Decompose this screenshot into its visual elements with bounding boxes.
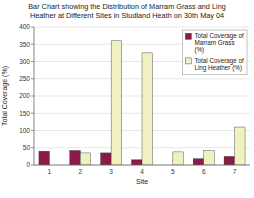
y-tick-label: 400: [19, 23, 30, 30]
x-tick-label: 7: [233, 168, 237, 175]
bar: [39, 151, 49, 165]
bar: [132, 160, 142, 165]
y-tick-label: 50: [23, 144, 31, 151]
bar: [193, 159, 203, 165]
y-tick-label: 150: [19, 110, 30, 117]
y-tick: [31, 165, 34, 166]
x-tick-label: 6: [202, 168, 206, 175]
y-axis: [34, 27, 35, 165]
x-tick-label: 2: [78, 168, 82, 175]
y-tick: [31, 27, 34, 28]
chart: Bar Chart showing the Distribution of Ma…: [0, 0, 254, 198]
bar: [224, 156, 234, 165]
grid-line: [34, 165, 250, 166]
y-tick-label: 0: [26, 161, 30, 168]
y-tick: [31, 61, 34, 62]
legend-swatch: [185, 33, 191, 39]
legend: Total Coverage ofMarram Grass(%) Total Co…: [182, 30, 247, 75]
y-tick-label: 300: [19, 58, 30, 65]
legend-frame: [182, 30, 247, 75]
y-tick: [31, 44, 34, 45]
bar: [111, 41, 121, 165]
x-tick-label: 1: [48, 168, 52, 175]
x-tick-label: 4: [140, 168, 144, 175]
x-tick-label: 5: [171, 168, 175, 175]
y-tick: [31, 96, 34, 97]
y-axis-label: Total Coverage (%): [1, 66, 9, 126]
y-tick: [31, 130, 34, 131]
bar: [204, 151, 214, 165]
legend-label: Total Coverage ofLing Heather (%): [194, 57, 244, 72]
y-tick-label: 250: [19, 75, 30, 82]
y-tick: [31, 147, 34, 148]
bar: [80, 153, 90, 165]
bar: [235, 127, 245, 165]
x-axis-label: Site: [136, 178, 148, 185]
grid: [34, 27, 250, 165]
y-tick-label: 350: [19, 41, 30, 48]
legend-label: Total Coverage ofMarram Grass(%): [194, 32, 244, 54]
bar: [101, 153, 111, 165]
grid-line: [34, 27, 250, 28]
y-tick-label: 100: [19, 127, 30, 134]
x-axis: [34, 165, 250, 166]
y-tick: [31, 113, 34, 114]
x-tick-label: 3: [109, 168, 113, 175]
title: Bar Chart showing the Distribution of Ma…: [28, 2, 226, 20]
legend-swatch: [185, 58, 191, 64]
bars: [39, 41, 245, 165]
bar: [173, 152, 183, 165]
bar: [142, 53, 152, 165]
bar: [70, 151, 80, 165]
y-tick: [31, 78, 34, 79]
y-tick-label: 200: [19, 92, 30, 99]
